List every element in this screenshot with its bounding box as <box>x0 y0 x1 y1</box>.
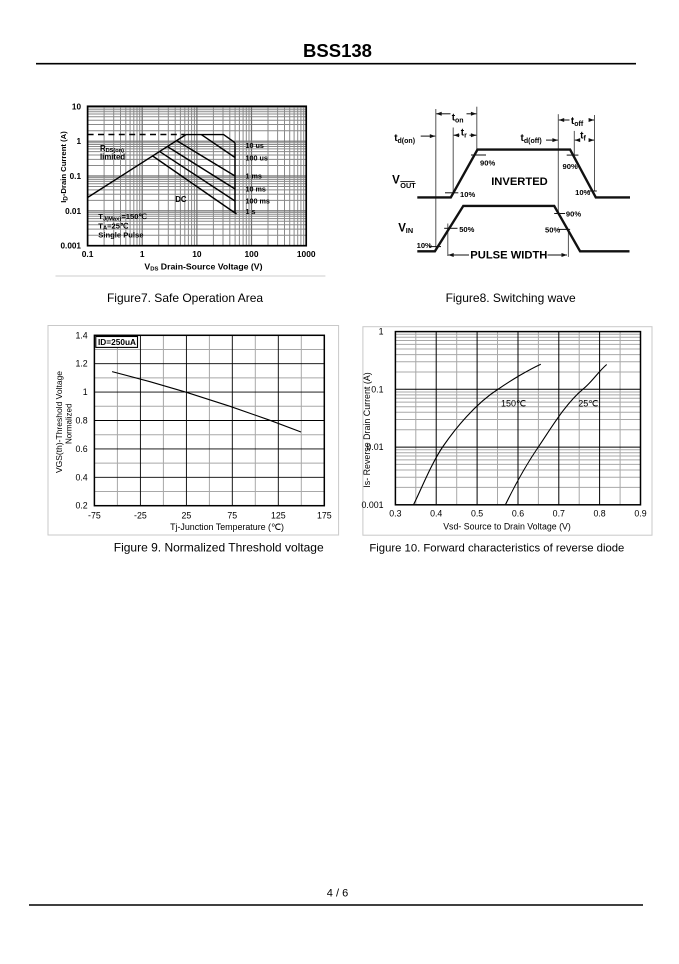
svg-text:VDS Drain-Source Voltage (V): VDS Drain-Source Voltage (V) <box>144 261 262 272</box>
svg-text:ID=250uA: ID=250uA <box>98 337 136 347</box>
svg-text:TA=25℃: TA=25℃ <box>98 221 129 231</box>
svg-text:0.8: 0.8 <box>75 416 87 426</box>
svg-text:V: V <box>398 223 406 235</box>
svg-text:1.4: 1.4 <box>75 330 87 340</box>
svg-text:50%: 50% <box>545 226 560 235</box>
svg-text:1: 1 <box>76 137 81 146</box>
svg-text:90%: 90% <box>480 159 495 168</box>
svg-text:PULSE WIDTH: PULSE WIDTH <box>470 249 547 261</box>
svg-text:125: 125 <box>271 510 286 520</box>
svg-text:0.1: 0.1 <box>371 384 383 394</box>
svg-text:1000: 1000 <box>297 249 316 259</box>
svg-text:100 us: 100 us <box>246 153 268 162</box>
svg-text:0.3: 0.3 <box>389 508 401 518</box>
svg-text:10%: 10% <box>417 241 432 250</box>
svg-text:0.6: 0.6 <box>75 444 87 454</box>
svg-text:V: V <box>392 174 400 186</box>
svg-text:0.4: 0.4 <box>430 508 442 518</box>
svg-text:1.2: 1.2 <box>75 359 87 369</box>
svg-text:0.6: 0.6 <box>512 508 524 518</box>
svg-text:Is- Reverse Drain Current (A): Is- Reverse Drain Current (A) <box>362 372 372 487</box>
svg-text:10: 10 <box>192 249 202 259</box>
svg-text:25: 25 <box>182 510 192 520</box>
svg-text:ton: ton <box>452 113 464 125</box>
svg-text:10: 10 <box>72 102 82 111</box>
svg-text:ID-Drain Current (A): ID-Drain Current (A) <box>59 131 70 203</box>
svg-text:25℃: 25℃ <box>578 399 598 409</box>
svg-text:0.001: 0.001 <box>361 500 383 510</box>
svg-text:1: 1 <box>140 249 145 259</box>
svg-text:BSS138: BSS138 <box>303 40 372 61</box>
svg-text:4 / 6: 4 / 6 <box>327 888 348 900</box>
svg-text:1: 1 <box>379 327 384 337</box>
svg-text:0.1: 0.1 <box>82 249 94 259</box>
svg-text:0.7: 0.7 <box>553 508 565 518</box>
svg-text:-25: -25 <box>134 510 147 520</box>
svg-text:-75: -75 <box>88 510 101 520</box>
svg-text:IN: IN <box>406 226 413 235</box>
svg-text:Figure 10. Forward characteris: Figure 10. Forward characteristics of re… <box>369 542 624 554</box>
svg-text:150℃: 150℃ <box>501 399 526 409</box>
svg-text:10 us: 10 us <box>246 141 264 150</box>
svg-text:175: 175 <box>317 510 332 520</box>
svg-text:100 ms: 100 ms <box>246 197 270 206</box>
svg-text:1: 1 <box>83 387 88 397</box>
svg-text:VGS(th)-Threshold Voltage: VGS(th)-Threshold Voltage <box>54 371 64 473</box>
svg-text:0.2: 0.2 <box>75 501 87 511</box>
svg-text:Figure8. Switching wave: Figure8. Switching wave <box>446 291 576 305</box>
svg-text:OUT: OUT <box>400 181 416 190</box>
svg-text:tf: tf <box>580 131 586 143</box>
svg-text:0.8: 0.8 <box>593 508 605 518</box>
svg-text:Tj-Junction Temperature (℃): Tj-Junction Temperature (℃) <box>170 522 284 532</box>
svg-text:90%: 90% <box>566 210 581 219</box>
svg-text:INVERTED: INVERTED <box>491 176 548 188</box>
svg-text:0.01: 0.01 <box>366 442 383 452</box>
svg-text:1 s: 1 s <box>246 207 256 216</box>
svg-text:0.01: 0.01 <box>65 207 81 216</box>
svg-text:Single Pulse: Single Pulse <box>98 230 143 239</box>
svg-text:100: 100 <box>245 249 259 259</box>
svg-text:Normalized: Normalized <box>65 404 74 444</box>
svg-text:10%: 10% <box>460 190 475 199</box>
svg-text:Figure7. Safe Operation Area: Figure7. Safe Operation Area <box>107 291 263 305</box>
svg-text:90%: 90% <box>563 162 578 171</box>
svg-text:75: 75 <box>227 510 237 520</box>
svg-text:50%: 50% <box>459 225 474 234</box>
svg-text:0.9: 0.9 <box>634 508 646 518</box>
svg-text:10%: 10% <box>575 188 590 197</box>
svg-text:RDS(on): RDS(on) <box>100 144 124 154</box>
svg-text:10 ms: 10 ms <box>246 185 266 194</box>
svg-text:DC: DC <box>175 195 187 204</box>
svg-text:0.1: 0.1 <box>70 172 82 181</box>
svg-text:0.001: 0.001 <box>61 242 82 251</box>
svg-text:tr: tr <box>461 128 467 140</box>
svg-text:0.5: 0.5 <box>471 508 483 518</box>
svg-text:Figure 9. Normalized Threshol: Figure 9. Normalized Threshold voltage <box>114 540 324 554</box>
svg-text:limited: limited <box>100 152 125 161</box>
svg-text:1 ms: 1 ms <box>246 172 262 181</box>
svg-text:0.4: 0.4 <box>75 472 87 482</box>
svg-text:TJ(Max)=150℃: TJ(Max)=150℃ <box>98 212 147 222</box>
svg-text:Vsd- Source to Drain Voltage (: Vsd- Source to Drain Voltage (V) <box>443 521 571 531</box>
